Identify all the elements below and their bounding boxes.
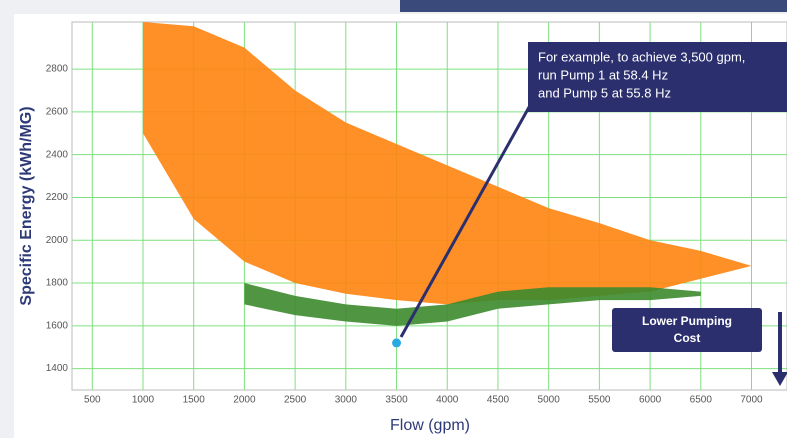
x-tick-label: 1000 (132, 395, 155, 406)
x-tick-label: 3500 (385, 395, 408, 406)
y-axis-label: Specific Energy (kWh/MG) (18, 106, 35, 305)
x-axis-label: Flow (gpm) (390, 417, 470, 434)
cost-label: Cost (674, 331, 701, 345)
x-tick-label: 4000 (436, 395, 459, 406)
y-tick-label: 1600 (46, 320, 69, 331)
y-tick-label: 2600 (46, 107, 69, 118)
x-tick-label: 6000 (639, 395, 662, 406)
x-tick-label: 5500 (588, 395, 611, 406)
y-tick-label: 2200 (46, 192, 69, 203)
x-tick-label: 2000 (233, 395, 256, 406)
cost-box (612, 308, 762, 352)
x-tick-label: 1500 (183, 395, 206, 406)
y-tick-label: 1800 (46, 278, 69, 289)
x-tick-label: 3000 (335, 395, 358, 406)
header-image (400, 0, 787, 12)
annotation-text: and Pump 5 at 55.8 Hz (538, 85, 671, 100)
x-tick-label: 7000 (740, 395, 763, 406)
annotation-text: For example, to achieve 3,500 gpm, (538, 49, 745, 64)
annotation-box (528, 42, 787, 112)
cost-label: Lower Pumping (642, 314, 732, 328)
x-tick-label: 4500 (487, 395, 510, 406)
point-cloud (142, 22, 752, 305)
highlight-point (392, 338, 402, 348)
x-tick-label: 5000 (538, 395, 561, 406)
x-tick-label: 6500 (690, 395, 713, 406)
down-arrow-head (772, 372, 787, 386)
annotation-text: run Pump 1 at 58.4 Hz (538, 67, 668, 82)
annotation-arrow (399, 99, 535, 338)
x-tick-label: 2500 (284, 395, 307, 406)
y-tick-label: 2000 (46, 235, 69, 246)
y-tick-label: 1400 (46, 363, 69, 374)
y-tick-label: 2400 (46, 149, 69, 160)
x-tick-label: 500 (84, 395, 101, 406)
point-cloud (244, 283, 701, 326)
y-tick-label: 2800 (46, 64, 69, 75)
